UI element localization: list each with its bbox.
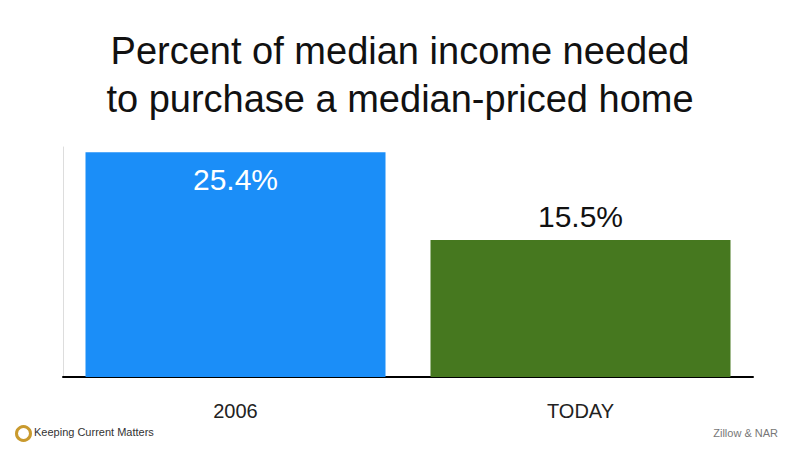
svg-text:Zillow & NAR: Zillow & NAR [713, 427, 778, 439]
svg-text:Keeping Current Matters: Keeping Current Matters [34, 426, 154, 438]
svg-text:2006: 2006 [213, 400, 258, 422]
svg-text:Percent of median income neede: Percent of median income needed [111, 30, 690, 72]
svg-text:TODAY: TODAY [547, 400, 614, 422]
svg-text:25.4%: 25.4% [193, 163, 278, 196]
svg-text:15.5%: 15.5% [538, 200, 623, 233]
svg-text:to purchase a median-priced ho: to purchase a median-priced home [106, 78, 693, 120]
